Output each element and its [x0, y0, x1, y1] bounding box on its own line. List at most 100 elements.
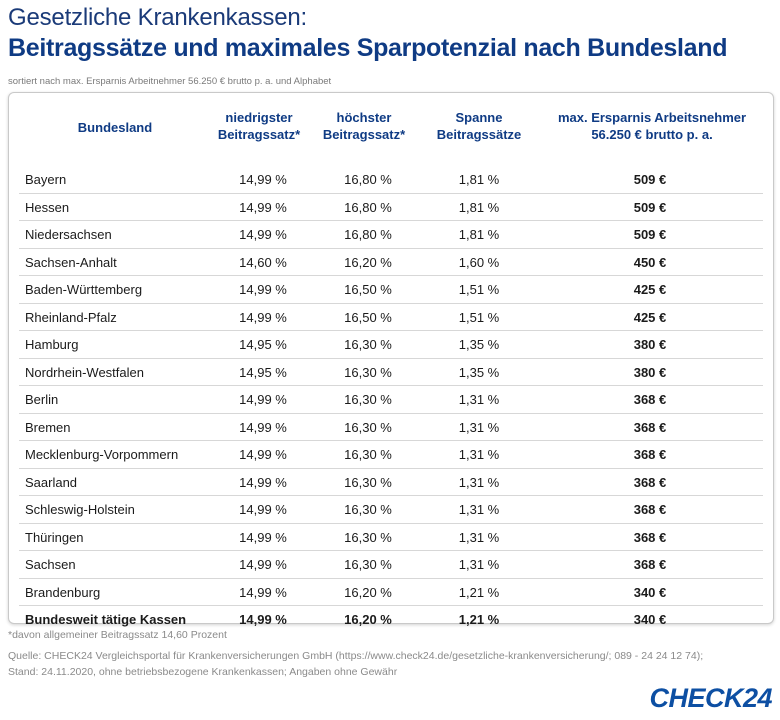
cell-save: 509 €: [633, 172, 667, 187]
cell-max: 16,30 %: [344, 557, 392, 572]
cell-land: Bayern: [25, 172, 67, 187]
cell-span: 1,60 %: [458, 254, 500, 270]
table-body: Bayern 14,99 % 16,80 % 1,81 % 509 € Hessen 14,…: [19, 166, 763, 633]
cell-max: 16,30 %: [344, 447, 392, 462]
cell-max: 16,30 %: [344, 474, 392, 490]
cell-max: 16,80 %: [344, 227, 392, 242]
cell-max: 16,30 %: [344, 337, 392, 352]
cell-land: Mecklenburg-Vorpommern: [25, 447, 179, 462]
source-note: Quelle: CHECK24 Vergleichsportal für Kra…: [8, 650, 704, 678]
cell-min: 14,99 %: [239, 584, 287, 600]
footnote: *davon allgemeiner Beitragssatz 14,60 Pr…: [8, 629, 227, 641]
cell-land: Schleswig-Holstein: [25, 502, 135, 517]
table-row: Mecklenburg-Vorpommern 14,99 % 16,30 % 1,31…: [19, 441, 763, 469]
cell-save: 380 €: [633, 337, 667, 352]
cell-land: Bundesweit tätige Kassen: [25, 612, 187, 627]
cell-span: 1,81 %: [458, 199, 500, 215]
cell-save: 425 €: [633, 282, 667, 297]
cell-land: Sachsen-Anhalt: [25, 254, 117, 270]
cell-land: Berlin: [25, 392, 59, 407]
cell-min: 14,95 %: [239, 364, 287, 380]
cell-span: 1,35 %: [458, 337, 500, 352]
table-row: Hessen 14,99 % 16,80 % 1,81 % 509 €: [19, 194, 763, 221]
cell-land: Niedersachsen: [25, 227, 112, 242]
table-row: Rheinland-Pfalz 14,99 % 16,50 % 1,51 % 425 €: [19, 304, 763, 331]
cell-span: 1,31 %: [458, 474, 500, 490]
cell-save: 368 €: [633, 529, 667, 545]
cell-span: 1,31 %: [458, 557, 500, 572]
cell-min: 14,99 %: [239, 227, 287, 242]
cell-save: 368 €: [633, 392, 667, 407]
cell-land: Hessen: [25, 199, 70, 215]
cell-land: Nordrhein-Westfalen: [25, 364, 144, 380]
cell-max: 16,50 %: [344, 282, 392, 297]
cell-span: 1,81 %: [458, 227, 500, 242]
cell-save: 368 €: [633, 502, 667, 517]
page-title: Beitragssätze und maximales Sparpotenzia…: [8, 34, 728, 62]
table-row: Bremen 14,99 % 16,30 % 1,31 % 368 €: [19, 414, 763, 441]
cell-land: Rheinland-Pfalz: [25, 309, 117, 325]
cell-min: 14,99 %: [239, 282, 287, 297]
cell-land: Baden-Württemberg: [25, 282, 143, 297]
cell-save: 368 €: [633, 557, 667, 572]
table-row: Sachsen 14,99 % 16,30 % 1,31 % 368 €: [19, 551, 763, 579]
column-header-savings: max. Ersparnis Arbeitsnehmer 56.250 € br…: [557, 110, 747, 142]
cell-max: 16,30 %: [344, 419, 392, 435]
check24-logo: CHECK24: [649, 683, 772, 713]
table-row: Sachsen-Anhalt 14,60 % 16,20 % 1,60 % 450 €: [19, 249, 763, 276]
cell-max: 16,20 %: [344, 612, 392, 627]
cell-span: 1,51 %: [458, 282, 500, 297]
cell-min: 14,99 %: [239, 199, 287, 215]
cell-span: 1,21 %: [458, 612, 500, 627]
cell-min: 14,99 %: [239, 612, 287, 627]
cell-span: 1,81 %: [458, 172, 500, 187]
cell-max: 16,80 %: [344, 172, 392, 187]
cell-span: 1,31 %: [458, 502, 500, 517]
cell-save: 368 €: [633, 419, 667, 435]
cell-max: 16,50 %: [344, 309, 392, 325]
title-line-1: Gesetzliche Krankenkassen:: [8, 4, 307, 31]
cell-save: 425 €: [633, 309, 667, 325]
cell-save: 368 €: [633, 447, 667, 462]
table-row: Nordrhein-Westfalen 14,95 % 16,30 % 1,35 % 3…: [19, 359, 763, 386]
cell-save: 340 €: [633, 612, 667, 627]
cell-land: Hamburg: [25, 337, 79, 352]
cell-span: 1,31 %: [458, 529, 500, 545]
cell-max: 16,30 %: [344, 529, 392, 545]
table-row: Hamburg 14,95 % 16,30 % 1,35 % 380 €: [19, 331, 763, 359]
cell-max: 16,20 %: [344, 254, 392, 270]
cell-min: 14,99 %: [239, 557, 287, 572]
cell-land: Sachsen: [25, 557, 76, 572]
cell-max: 16,20 %: [344, 584, 392, 600]
column-header-span: Spanne Beitragssätze: [436, 110, 522, 142]
table-row-total: Bundesweit tätige Kassen 14,99 % 16,20 % 1,…: [19, 606, 763, 633]
cell-min: 14,60 %: [239, 254, 287, 270]
cell-save: 340 €: [633, 584, 667, 600]
table-row: Saarland 14,99 % 16,30 % 1,31 % 368 €: [19, 469, 763, 496]
cell-land: Thüringen: [25, 529, 84, 545]
cell-land: Bremen: [25, 419, 71, 435]
cell-min: 14,99 %: [239, 309, 287, 325]
cell-max: 16,30 %: [344, 392, 392, 407]
cell-span: 1,21 %: [458, 584, 500, 600]
column-header-max: höchster Beitragssatz*: [322, 110, 406, 142]
cell-land: Saarland: [25, 474, 78, 490]
table-row: Schleswig-Holstein 14,99 % 16,30 % 1,31 % 36…: [19, 496, 763, 524]
cell-min: 14,99 %: [239, 447, 287, 462]
cell-max: 16,30 %: [344, 502, 392, 517]
cell-min: 14,99 %: [239, 419, 287, 435]
cell-span: 1,31 %: [458, 419, 500, 435]
table-row: Brandenburg 14,99 % 16,20 % 1,21 % 340 €: [19, 579, 763, 606]
table-row: Baden-Württemberg 14,99 % 16,50 % 1,51 % 425…: [19, 276, 763, 304]
cell-save: 380 €: [633, 364, 667, 380]
table-row: Thüringen 14,99 % 16,30 % 1,31 % 368 €: [19, 524, 763, 551]
cell-min: 14,99 %: [239, 474, 287, 490]
cell-min: 14,99 %: [239, 392, 287, 407]
cell-save: 509 €: [633, 199, 667, 215]
cell-min: 14,95 %: [239, 337, 287, 352]
cell-max: 16,30 %: [344, 364, 392, 380]
cell-span: 1,31 %: [458, 447, 500, 462]
cell-max: 16,80 %: [344, 199, 392, 215]
cell-save: 450 €: [633, 254, 667, 270]
table-row: Berlin 14,99 % 16,30 % 1,31 % 368 €: [19, 386, 763, 414]
